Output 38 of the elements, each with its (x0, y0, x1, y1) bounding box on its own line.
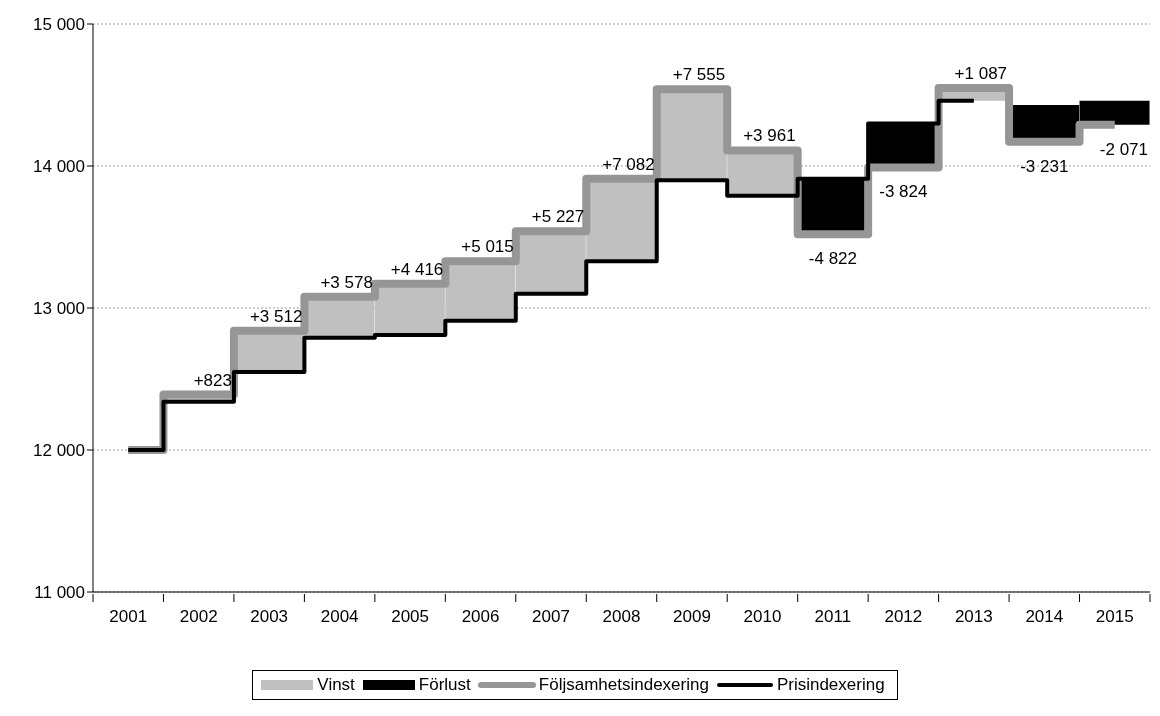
annotation: -2 071 (1099, 139, 1148, 159)
x-tick-label: 2014 (1025, 607, 1064, 626)
annotation: +3 578 (320, 272, 373, 292)
y-tick-label: 15 000 (33, 15, 85, 35)
x-tick-label: 2007 (532, 607, 570, 626)
annotation: +823 (193, 370, 232, 390)
legend-label: Förlust (418, 675, 471, 695)
y-tick-label: 12 000 (33, 441, 85, 461)
annotation: -3 824 (879, 182, 928, 202)
annotation: +1 087 (954, 63, 1008, 83)
x-tick-label: 2004 (320, 607, 359, 626)
x-tick-label: 2006 (461, 607, 500, 626)
annotation: +7 555 (672, 65, 726, 85)
y-tick-label: 11 000 (34, 583, 85, 603)
annotation: +7 082 (602, 154, 655, 174)
annotation: +4 416 (390, 259, 444, 279)
x-tick-label: 2003 (250, 607, 289, 626)
legend-label: Vinst (317, 675, 355, 695)
x-tick-label: 2001 (109, 607, 148, 626)
legend-label: Följsamhetsindexering (538, 675, 709, 695)
x-tick-label: 2005 (391, 607, 430, 626)
x-tick-label: 2012 (884, 607, 923, 626)
annotation: +3 512 (249, 306, 303, 326)
annotation: +5 227 (531, 207, 585, 227)
y-tick-label: 14 000 (33, 157, 85, 177)
x-tick-label: 2011 (814, 607, 852, 626)
x-tick-label: 2013 (954, 607, 993, 626)
legend-label: Prisindexering (776, 675, 885, 695)
y-tick-label: 13 000 (33, 299, 85, 319)
x-tick-label: 2008 (602, 607, 641, 626)
annotation: -4 822 (808, 249, 857, 269)
annotation: +3 961 (743, 126, 796, 146)
annotation: -3 231 (1020, 156, 1069, 176)
annotation: +5 015 (461, 237, 514, 257)
x-tick-label: 2015 (1095, 607, 1134, 626)
x-tick-label: 2010 (743, 607, 782, 626)
x-tick-label: 2002 (179, 607, 218, 626)
x-tick-label: 2009 (673, 607, 711, 626)
